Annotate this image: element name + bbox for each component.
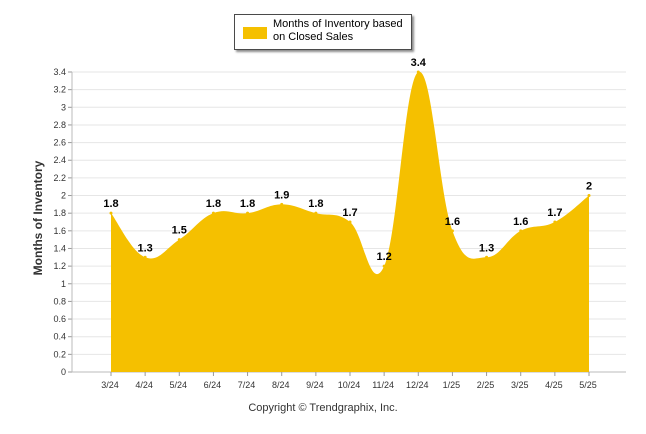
y-tick-label: 0.8 bbox=[53, 296, 66, 306]
data-label: 1.8 bbox=[103, 198, 118, 210]
y-tick-label: 0.6 bbox=[53, 314, 66, 324]
data-label: 3.4 bbox=[411, 57, 427, 69]
area-series-fill bbox=[111, 71, 589, 372]
data-point bbox=[109, 211, 113, 215]
x-tick-label: 7/24 bbox=[238, 380, 256, 390]
data-label: 1.3 bbox=[479, 242, 494, 254]
y-tick-label: 1.6 bbox=[53, 226, 66, 236]
data-label: 1.8 bbox=[308, 198, 323, 210]
y-tick-label: 0 bbox=[61, 367, 66, 377]
y-tick-label: 2.6 bbox=[53, 138, 66, 148]
x-tick-label: 8/24 bbox=[272, 380, 290, 390]
y-tick-label: 1 bbox=[61, 279, 66, 289]
y-tick-label: 2.4 bbox=[53, 155, 66, 165]
data-label: 1.7 bbox=[342, 207, 357, 219]
data-point bbox=[177, 238, 181, 242]
y-tick-label: 2.2 bbox=[53, 173, 66, 183]
x-tick-label: 10/24 bbox=[338, 380, 361, 390]
data-point bbox=[485, 255, 489, 259]
x-tick-label: 2/25 bbox=[477, 380, 495, 390]
x-tick-label: 5/24 bbox=[170, 380, 188, 390]
y-tick-label: 2.8 bbox=[53, 120, 66, 130]
data-label: 1.5 bbox=[172, 225, 187, 237]
data-label: 1.7 bbox=[547, 207, 562, 219]
y-tick-label: 1.2 bbox=[53, 261, 66, 271]
legend-label: Months of Inventory based on Closed Sale… bbox=[273, 18, 403, 43]
x-tick-label: 4/24 bbox=[135, 380, 153, 390]
data-point bbox=[348, 220, 352, 224]
data-label: 1.8 bbox=[240, 198, 255, 210]
data-label: 1.6 bbox=[513, 216, 528, 228]
x-tick-label: 6/24 bbox=[204, 380, 222, 390]
data-point bbox=[382, 264, 386, 268]
data-point bbox=[246, 211, 250, 215]
x-tick-label: 11/24 bbox=[372, 380, 394, 390]
data-point bbox=[587, 194, 591, 198]
data-point bbox=[553, 220, 557, 224]
data-label: 1.3 bbox=[137, 242, 152, 254]
data-label: 1.8 bbox=[206, 198, 221, 210]
data-label: 1.9 bbox=[274, 189, 289, 201]
data-label: 1.6 bbox=[445, 216, 460, 228]
data-point bbox=[280, 202, 284, 206]
data-label: 1.2 bbox=[376, 251, 391, 263]
data-point bbox=[143, 255, 147, 259]
x-tick-label: 1/25 bbox=[443, 380, 461, 390]
y-tick-label: 1.8 bbox=[53, 208, 66, 218]
copyright-text: Copyright © Trendgraphix, Inc. bbox=[248, 402, 398, 414]
x-tick-label: 12/24 bbox=[406, 380, 429, 390]
x-tick-label: 9/24 bbox=[306, 380, 324, 390]
legend: Months of Inventory based on Closed Sale… bbox=[234, 14, 412, 50]
data-point bbox=[211, 211, 215, 215]
y-tick-label: 1.4 bbox=[53, 243, 66, 253]
y-tick-label: 2 bbox=[61, 191, 66, 201]
y-tick-label: 0.2 bbox=[53, 349, 66, 359]
data-label: 2 bbox=[586, 181, 592, 193]
x-tick-label: 3/25 bbox=[511, 380, 529, 390]
data-point bbox=[519, 229, 523, 233]
y-tick-label: 3.2 bbox=[53, 85, 66, 95]
y-axis-title: Months of Inventory bbox=[31, 160, 45, 275]
y-tick-label: 0.4 bbox=[53, 332, 66, 342]
x-tick-label: 3/24 bbox=[101, 380, 119, 390]
y-tick-label: 3.4 bbox=[53, 67, 66, 77]
data-point bbox=[314, 211, 318, 215]
x-tick-label: 4/25 bbox=[545, 380, 563, 390]
x-tick-label: 5/25 bbox=[579, 380, 597, 390]
legend-swatch bbox=[243, 27, 267, 39]
data-point bbox=[416, 70, 420, 74]
y-tick-label: 3 bbox=[61, 102, 66, 112]
data-point bbox=[450, 229, 454, 233]
